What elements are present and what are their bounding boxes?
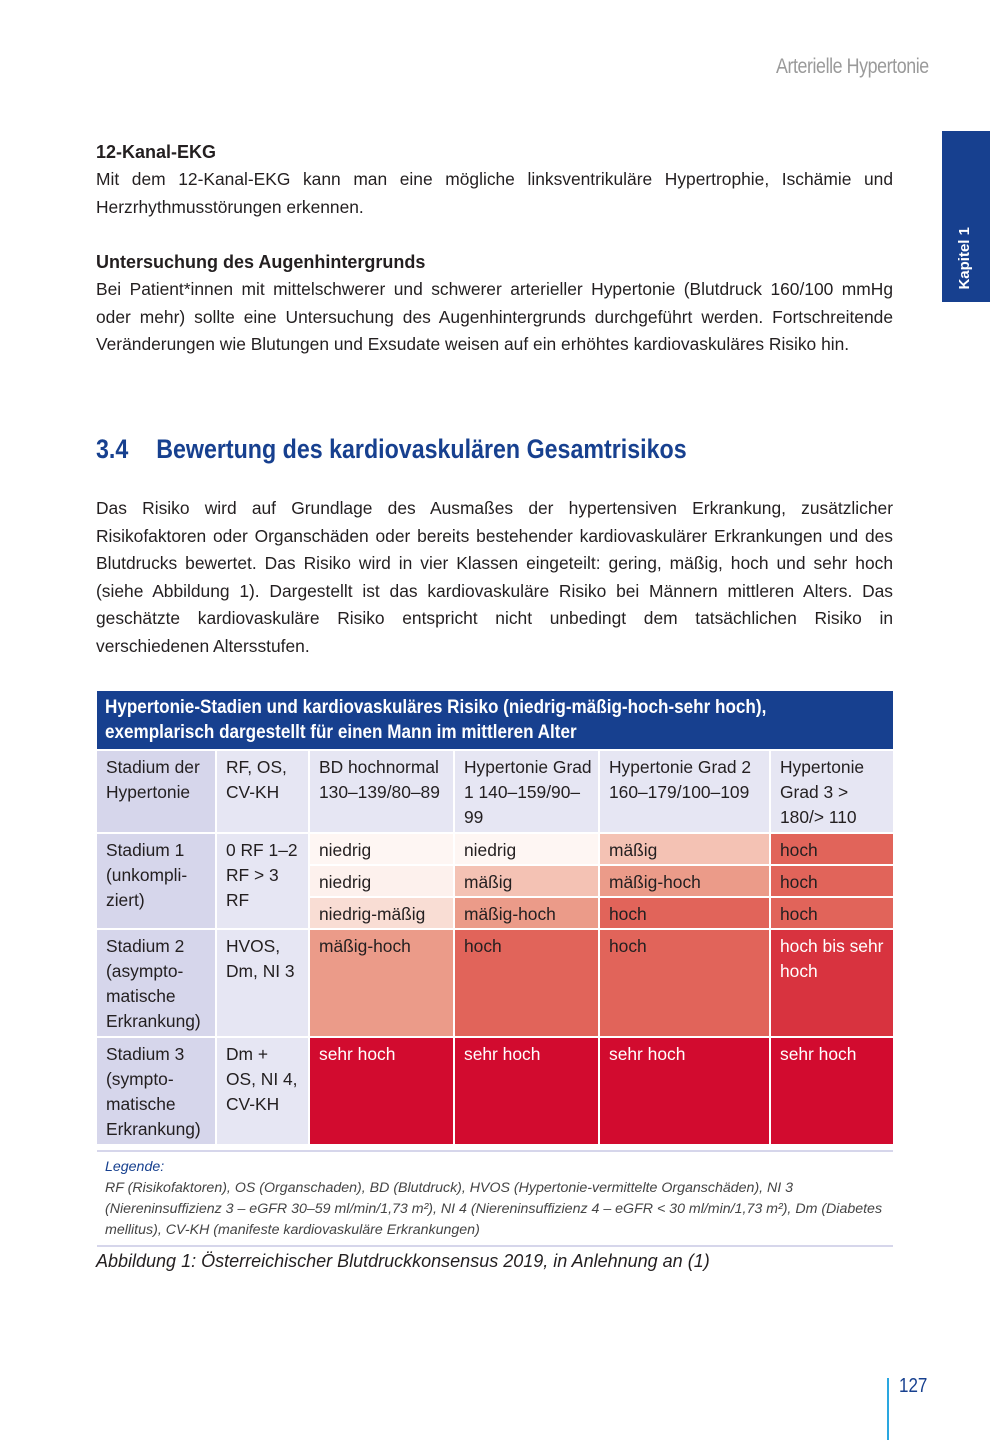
risk-cell: hoch bis sehr hoch: [771, 930, 893, 1038]
section-title-text: Bewertung des kardiovaskulären Gesamtris…: [156, 434, 687, 464]
stage-label: Stadium 2 (asympto-matische Erkrankung): [97, 930, 217, 1038]
legend-text: RF (Risikofaktoren), OS (Organschaden), …: [105, 1180, 883, 1238]
risk-cell: hoch: [600, 930, 771, 1038]
risk-cell: mäßig-hoch: [310, 930, 455, 1038]
risk-cell: sehr hoch: [771, 1038, 893, 1146]
section-heading: Untersuchung des Augenhintergrunds: [96, 252, 426, 272]
section-heading: 12-Kanal-EKG: [96, 142, 217, 162]
risk-cell: mäßig-hoch: [600, 866, 771, 898]
header-cell: RF, OS, CV-KH: [217, 751, 310, 834]
header-cell: Hypertonie Grad 1 140–159/90–99: [455, 751, 600, 834]
risk-cell: sehr hoch: [600, 1038, 771, 1146]
section-augenhintergrund: Untersuchung des Augenhintergrunds Bei P…: [96, 248, 893, 359]
chapter-tab: Kapitel 1: [942, 131, 990, 302]
risk-cell: mäßig-hoch: [455, 898, 600, 930]
risk-cell: niedrig: [455, 834, 600, 866]
header-cell: Hypertonie Grad 3 > 180/> 110: [771, 751, 893, 834]
table-row: niedrig mäßig mäßig-hoch hoch: [97, 866, 893, 898]
stage-factors: 0 RF 1–2 RF > 3 RF: [217, 834, 310, 930]
header-cell: BD hochnormal 130–139/80–89: [310, 751, 455, 834]
legend-title: Legende:: [105, 1159, 165, 1175]
risk-cell: sehr hoch: [310, 1038, 455, 1146]
section-text: Mit dem 12-Kanal-EKG kann man eine mögli…: [96, 169, 893, 217]
stage-label: Stadium 3 (sympto-matische Erkrankung): [97, 1038, 217, 1146]
stage-factors: Dm + OS, NI 4, CV-KH: [217, 1038, 310, 1146]
table-title-line: Hypertonie-Stadien und kardiovaskuläres …: [105, 697, 767, 718]
page-number: 127: [899, 1375, 928, 1397]
risk-cell: niedrig: [310, 834, 455, 866]
section-number: 3.4: [96, 434, 129, 464]
table-title: Hypertonie-Stadien und kardiovaskuläres …: [97, 691, 893, 751]
stage-label: Stadium 1 (unkompli-ziert): [97, 834, 217, 930]
risk-cell: hoch: [455, 930, 600, 1038]
section-title: 3.4 Bewertung des kardiovaskulären Gesamt…: [96, 434, 687, 465]
risk-cell: hoch: [600, 898, 771, 930]
section-ekg: 12-Kanal-EKG Mit dem 12-Kanal-EKG kann m…: [96, 138, 893, 221]
intro-paragraph: Das Risiko wird auf Grundlage des Ausmaß…: [96, 498, 893, 656]
header-cell: Stadium der Hypertonie: [97, 751, 217, 834]
figure-caption: Abbildung 1: Österreichischer Blutdruckk…: [96, 1251, 710, 1271]
table-row: niedrig-mäßig mäßig-hoch hoch hoch: [97, 898, 893, 930]
table-header-row: Stadium der Hypertonie RF, OS, CV-KH BD …: [97, 751, 893, 834]
page-number-rule: [887, 1378, 889, 1440]
table-row: Stadium 3 (sympto-matische Erkrankung) D…: [97, 1038, 893, 1146]
running-head: Arterielle Hypertonie: [776, 55, 929, 78]
table-legend: Legende: RF (Risikofaktoren), OS (Organs…: [97, 1150, 893, 1247]
risk-cell: hoch: [771, 898, 893, 930]
table-row: Stadium 1 (unkompli-ziert) 0 RF 1–2 RF >…: [97, 834, 893, 930]
table-row: Stadium 2 (asympto-matische Erkrankung) …: [97, 930, 893, 1038]
risk-cell: mäßig: [600, 834, 771, 866]
risk-cell: mäßig: [455, 866, 600, 898]
section-text: Bei Patient*innen mit mittelschwerer und…: [96, 279, 893, 355]
risk-cell: sehr hoch: [455, 1038, 600, 1146]
risk-cell: niedrig: [310, 866, 455, 898]
risk-cell: niedrig-mäßig: [310, 898, 455, 930]
table-title-line: exemplarisch dargestellt für einen Mann …: [105, 722, 577, 743]
risk-table: Hypertonie-Stadien und kardiovaskuläres …: [97, 691, 893, 1146]
stage-factors: HVOS, Dm, NI 3: [217, 930, 310, 1038]
chapter-tab-label: Kapitel 1: [956, 227, 973, 290]
header-cell: Hypertonie Grad 2 160–179/100–109: [600, 751, 771, 834]
risk-cell: hoch: [771, 866, 893, 898]
risk-cell: hoch: [771, 834, 893, 866]
